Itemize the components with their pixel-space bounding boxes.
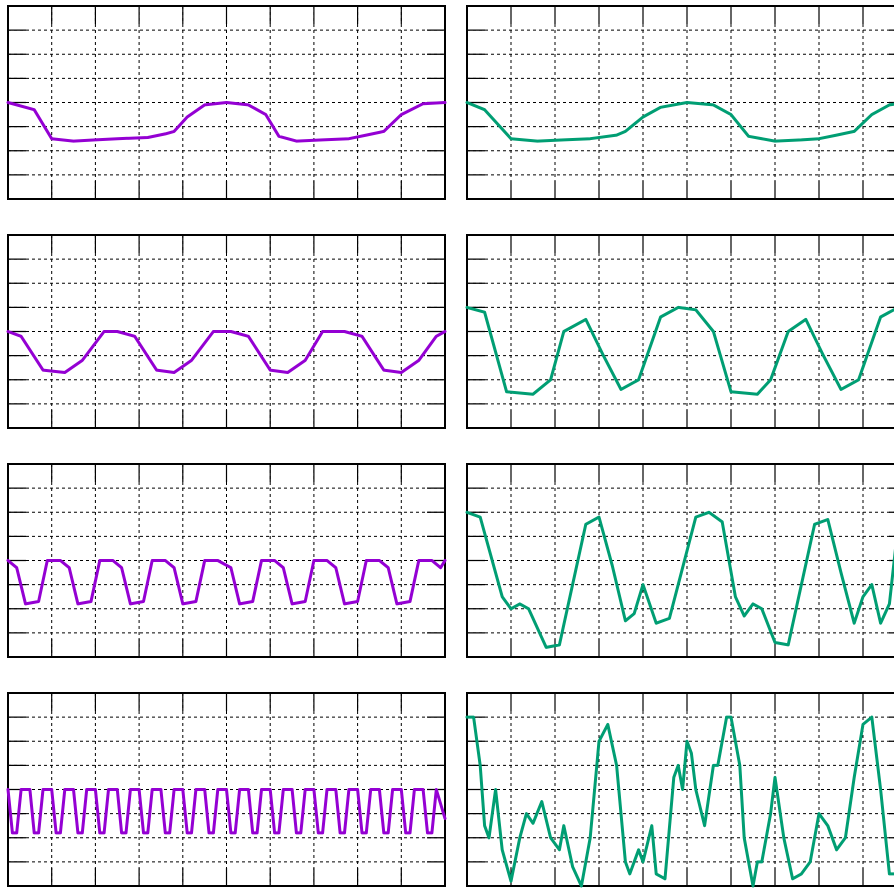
panel-frame (466, 463, 894, 658)
series-line (465, 510, 894, 649)
panel-r2-c2 (465, 234, 894, 429)
panel-frame (466, 692, 894, 887)
panel-r4-c2 (465, 692, 894, 888)
panel-r2-c1 (6, 234, 447, 429)
series-line (6, 559, 447, 606)
series-line (465, 101, 894, 143)
series-line (465, 305, 894, 396)
series-line (6, 788, 447, 835)
series-line (6, 101, 447, 143)
panel-r3-c2 (465, 463, 894, 658)
panel-r1-c2 (465, 5, 894, 200)
panel-frame (466, 234, 894, 429)
panel-r4-c1 (6, 692, 447, 887)
series-line (465, 715, 894, 888)
panel-r3-c1 (6, 463, 447, 658)
series-line (6, 330, 447, 374)
panel-r1-c1 (6, 5, 447, 200)
